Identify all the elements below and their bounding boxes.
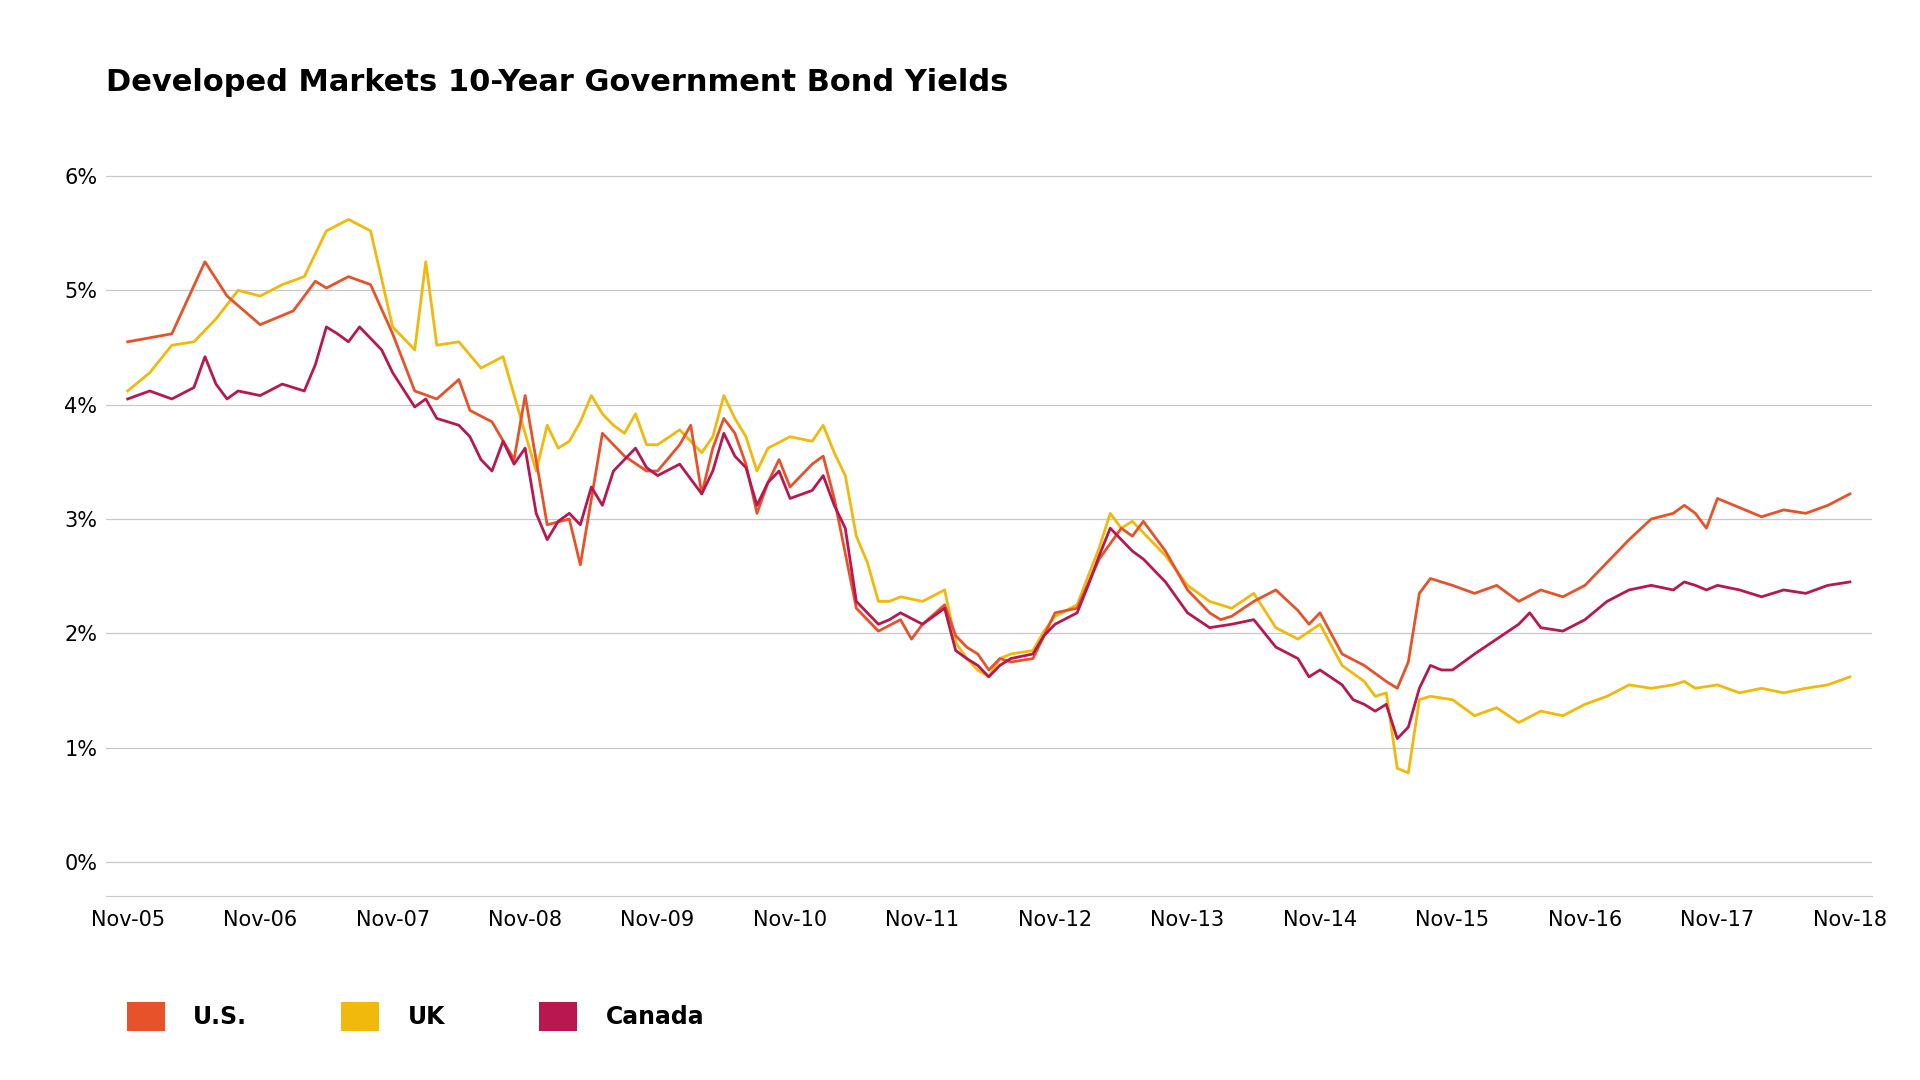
Legend: U.S., UK, Canada: U.S., UK, Canada [117, 993, 714, 1040]
Text: Developed Markets 10-Year Government Bond Yields: Developed Markets 10-Year Government Bon… [106, 68, 1008, 97]
